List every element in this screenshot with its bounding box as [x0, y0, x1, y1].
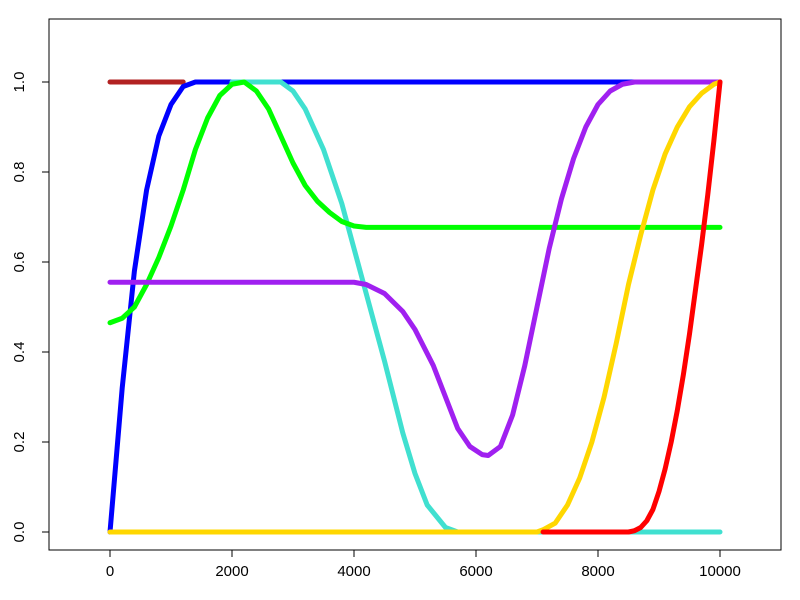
y-axis: 0.0 0.2 0.4 0.6 0.8 1.0	[11, 72, 50, 543]
y-tick-label: 0.4	[11, 342, 28, 363]
y-tick-label: 0.6	[11, 252, 28, 273]
x-tick-label: 6000	[459, 563, 492, 580]
series-line-gold	[107, 79, 723, 535]
x-tick-label: 0	[106, 563, 114, 580]
x-tick-label: 8000	[581, 563, 614, 580]
series-line-purple	[107, 79, 723, 458]
y-tick-label: 0.2	[11, 432, 28, 453]
series-line-turquoise	[229, 79, 723, 535]
series-line-red	[540, 79, 723, 535]
series-layer	[107, 79, 723, 535]
series-line-blue	[107, 79, 723, 535]
series-line-green	[107, 79, 723, 326]
y-tick-label: 0.0	[11, 522, 28, 543]
y-tick-label: 0.8	[11, 162, 28, 183]
x-tick-label: 10000	[699, 563, 741, 580]
x-tick-label: 2000	[215, 563, 248, 580]
x-axis: 0 2000 4000 6000 8000 10000	[106, 549, 741, 580]
y-tick-label: 1.0	[11, 72, 28, 93]
x-tick-label: 4000	[337, 563, 370, 580]
